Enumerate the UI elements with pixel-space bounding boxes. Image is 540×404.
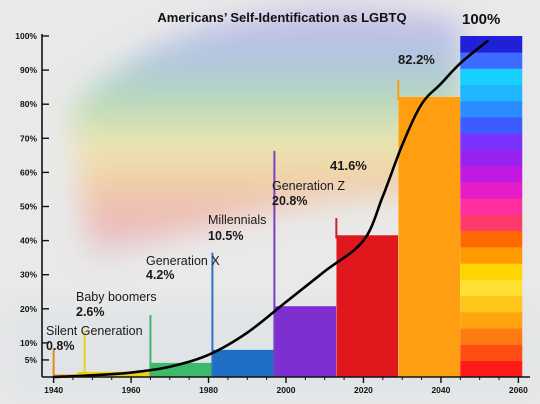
bar-rainbow-stripe <box>460 36 523 53</box>
bar-rainbow-stripe <box>460 100 523 118</box>
y-tick-label: 20% <box>20 304 37 314</box>
x-tick-label: 2040 <box>431 385 450 395</box>
generation-markers <box>52 79 400 377</box>
x-tick-label: 2020 <box>354 385 373 395</box>
bar-rainbow-stripe <box>460 117 523 134</box>
bar-4 <box>274 305 337 378</box>
bar-rainbow-stripe <box>460 182 523 199</box>
y-tick-label: 10% <box>20 338 37 348</box>
y-tick-label: 90% <box>20 65 37 75</box>
generation-name-label: Silent Generation <box>46 324 143 338</box>
x-tick-label: 1960 <box>122 385 141 395</box>
bar-rainbow-stripe <box>460 198 523 215</box>
x-tick-label: 2060 <box>509 385 528 395</box>
generation-value-label: 10.5% <box>208 229 243 243</box>
trend-curve-layer <box>52 39 489 379</box>
y-tick-label: 30% <box>20 270 37 280</box>
axes-layer: 5% 10% 20% 30% 40% 50% 60% 70% 80% 90% 100% 1940 196… <box>15 31 530 395</box>
generation-name-label: Millennials <box>208 213 266 227</box>
projection-value-label: 41.6% <box>330 158 367 173</box>
generation-name-label: Baby boomers <box>76 290 157 304</box>
bar-rainbow-stripe <box>460 52 523 69</box>
generation-marker-line <box>211 252 214 377</box>
generation-name-label: Generation X <box>146 254 220 268</box>
bar-rainbow-stripe <box>460 263 523 280</box>
x-tick-label: 1940 <box>44 385 63 395</box>
bar-rainbow-stripe <box>460 165 523 183</box>
generation-marker-line <box>52 348 55 377</box>
y-tick-label: 100% <box>15 31 37 41</box>
y-tick-label: 70% <box>20 133 37 143</box>
projection-marker-line <box>397 79 400 101</box>
bar-rainbow <box>460 36 523 378</box>
bar-rainbow-stripe <box>460 328 523 345</box>
bar-rainbow-stripe <box>460 344 523 362</box>
bar-rainbow-stripe <box>460 84 523 102</box>
bar-3 <box>212 349 275 378</box>
bar-rainbow-stripe <box>460 214 523 232</box>
generation-value-label: 20.8% <box>272 194 307 208</box>
x-tick-label: 2000 <box>277 385 296 395</box>
generation-name-label: Generation Z <box>272 179 345 193</box>
y-tick-label: 80% <box>20 99 37 109</box>
bar-6 <box>398 96 461 378</box>
y-tick-label: 5% <box>25 355 38 365</box>
generation-marker-line <box>149 315 152 377</box>
trend-curve <box>52 39 489 379</box>
projection-value-label: 100% <box>462 11 500 28</box>
generation-value-label: 2.6% <box>76 305 105 319</box>
generation-value-label: 4.2% <box>146 268 175 282</box>
generation-marker-line <box>273 150 276 377</box>
generation-marker-line <box>83 330 86 377</box>
bar-rainbow-stripe <box>460 133 523 150</box>
bar-rainbow-stripe <box>460 360 523 378</box>
bar-rainbow-stripe <box>460 279 523 297</box>
chart-title: Americans’ Self-Identification as LGBTQ <box>157 10 406 25</box>
projection-value-label: 82.2% <box>398 52 435 67</box>
projection-marker-line <box>335 218 338 239</box>
y-tick-label: 40% <box>20 236 37 246</box>
generation-value-label: 0.8% <box>46 339 75 353</box>
bars-layer <box>53 36 523 378</box>
bar-rainbow-stripe <box>460 230 523 248</box>
x-tick-label: 1980 <box>199 385 218 395</box>
bar-rainbow-stripe <box>460 149 523 167</box>
bar-rainbow-stripe <box>460 247 523 264</box>
y-tick-label: 60% <box>20 167 37 177</box>
bar-rainbow-stripe <box>460 68 523 86</box>
bar-rainbow-stripe <box>460 312 523 329</box>
bar-rainbow-stripe <box>460 295 523 313</box>
y-tick-label: 50% <box>20 202 37 212</box>
